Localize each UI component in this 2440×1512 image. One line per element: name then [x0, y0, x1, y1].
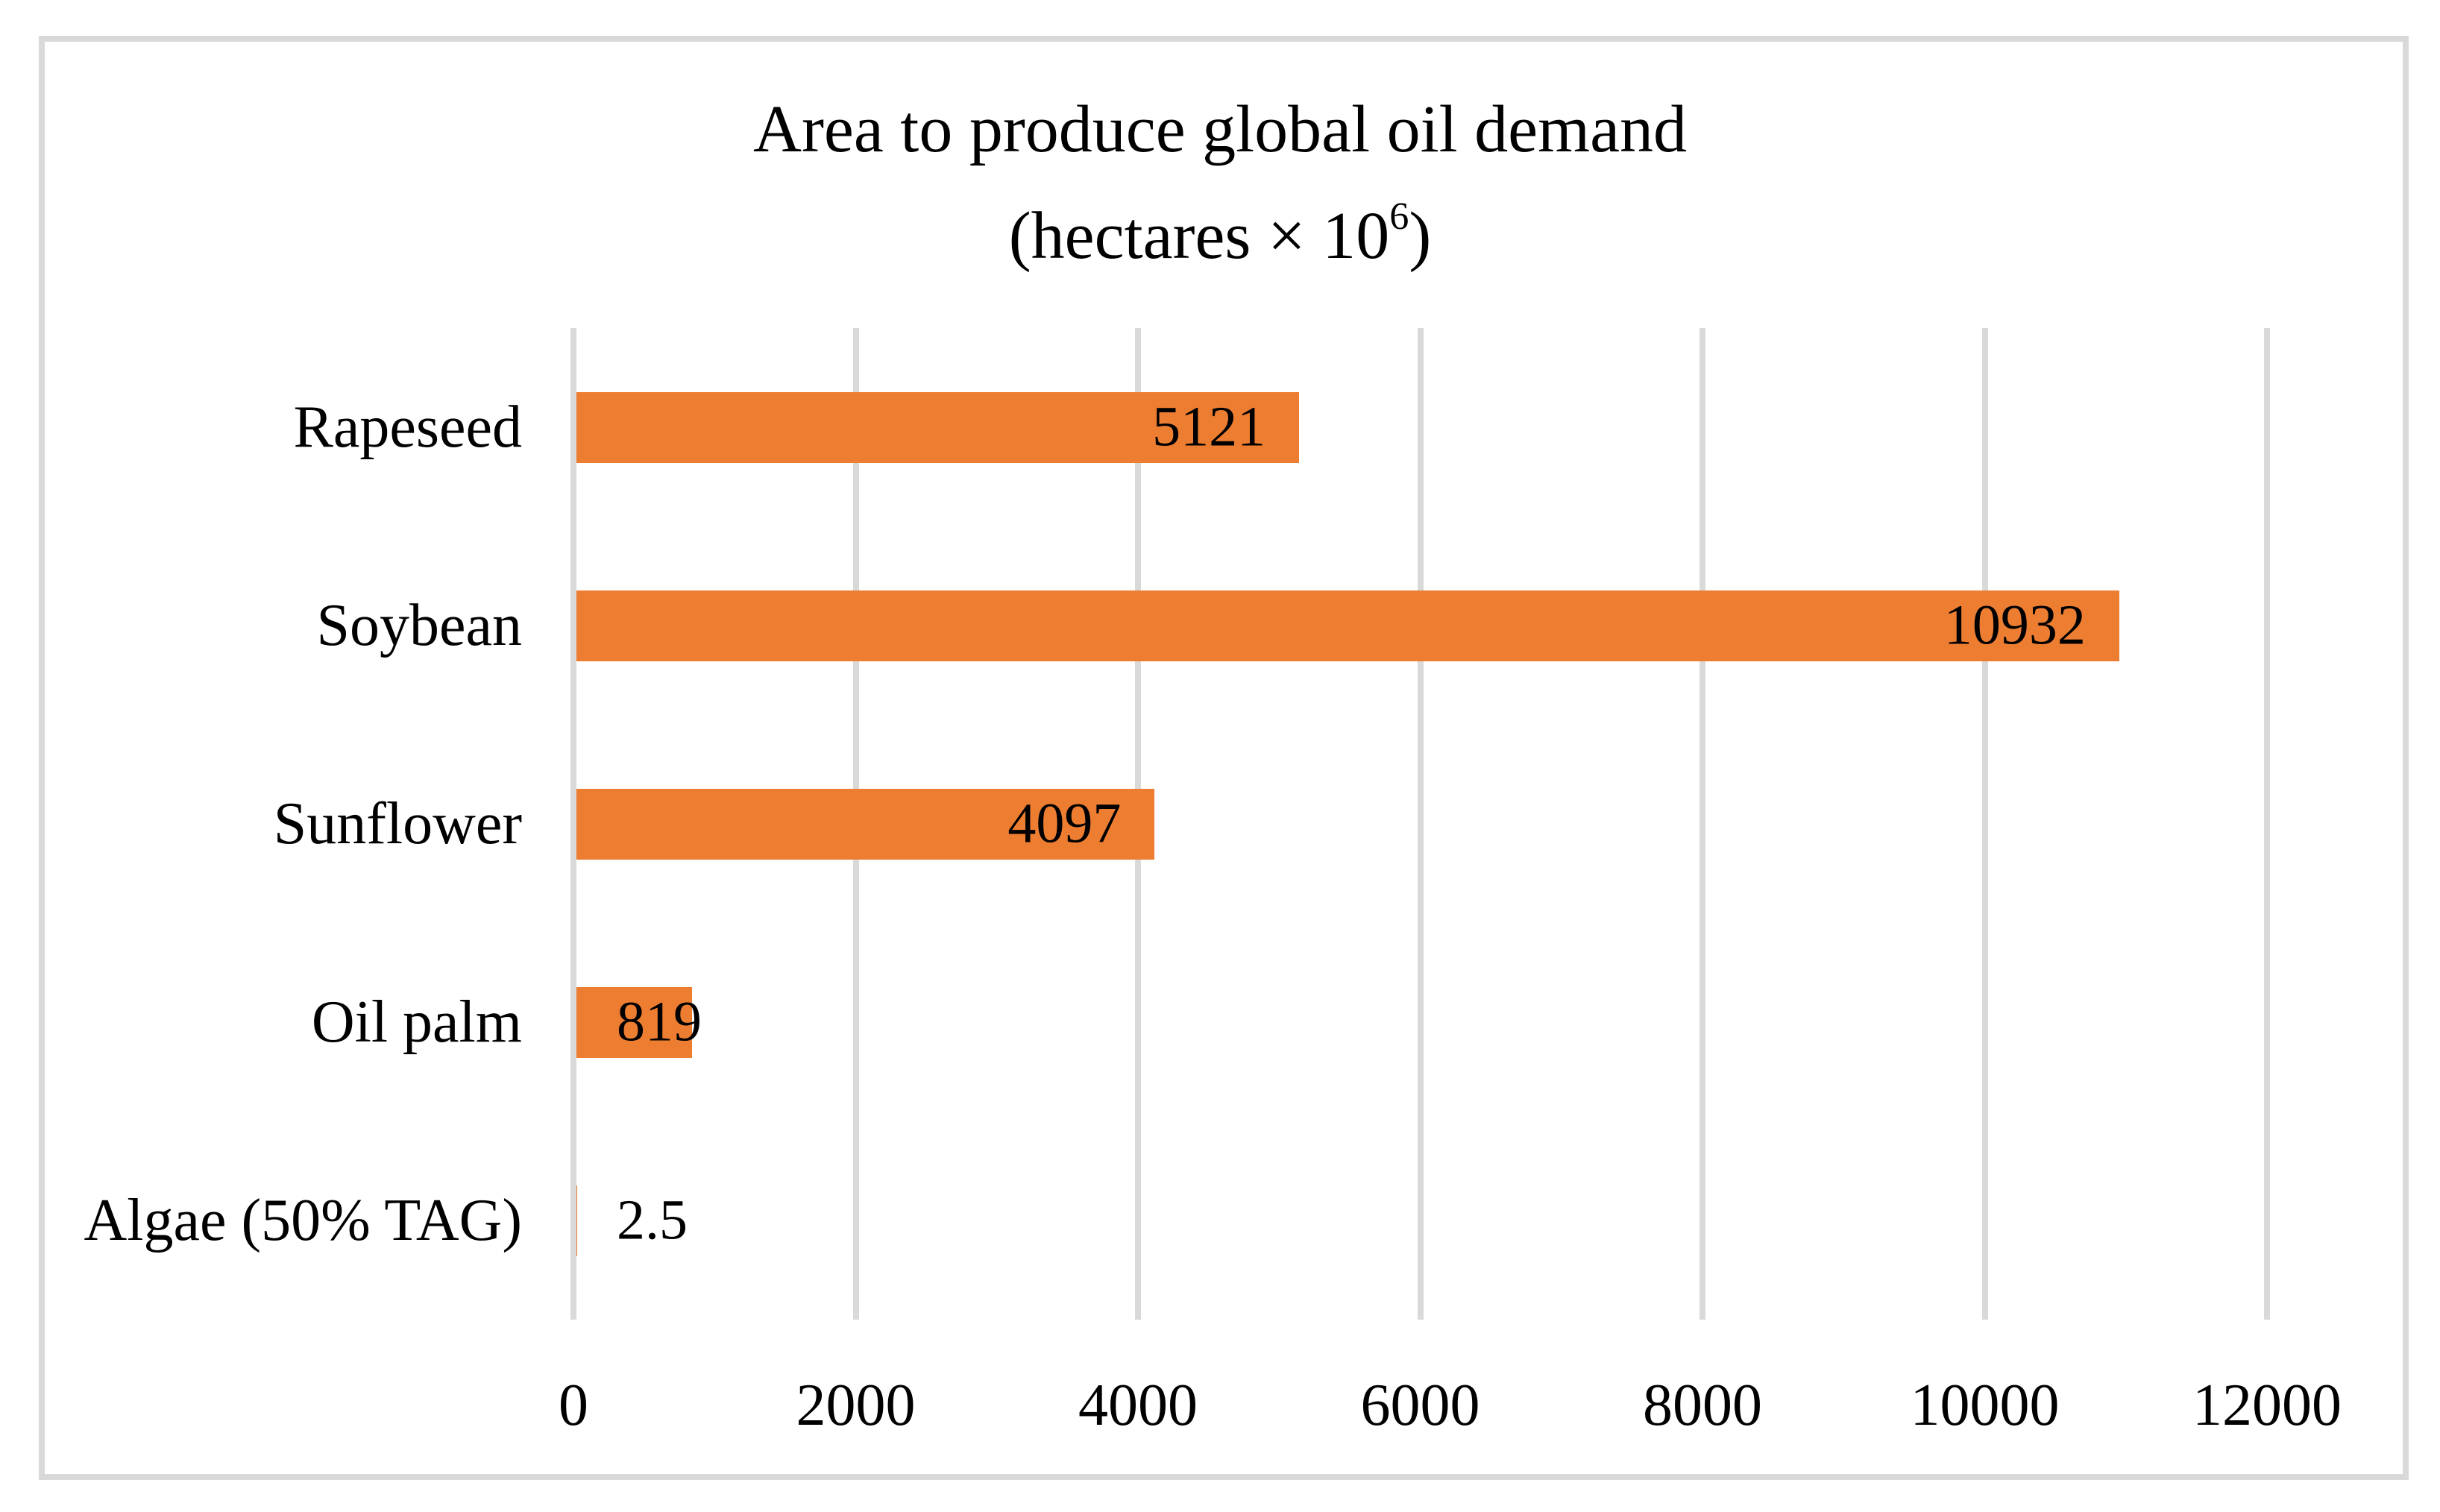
category-label-oil-palm: Oil palm — [311, 989, 522, 1055]
subtitle-suffix: ) — [1409, 199, 1432, 273]
chart-title-line2: (hectares × 106) — [0, 176, 2440, 283]
x-axis-tick-label: 4000 — [1078, 1373, 1198, 1438]
category-label-sunflower: Sunflower — [273, 790, 522, 857]
data-label-algae-50-tag: 2.5 — [617, 1188, 688, 1252]
chart-title-line1: Area to produce global oil demand — [752, 92, 1688, 166]
x-axis-tick-label: 8000 — [1643, 1373, 1762, 1438]
gridline-x-12000 — [2264, 328, 2270, 1320]
x-axis-tick-label: 10000 — [1910, 1373, 2060, 1438]
chart-border — [39, 36, 2409, 1480]
bar-rapeseed — [576, 391, 1300, 463]
bar-sunflower — [576, 788, 1155, 860]
chart-title: Area to produce global oil demand (hecta… — [0, 84, 2440, 283]
x-axis-tick-label: 0 — [559, 1373, 588, 1438]
category-label-rapeseed: Rapeseed — [293, 394, 522, 460]
x-axis-tick-label: 12000 — [2192, 1373, 2342, 1438]
category-label-algae-50-tag: Algae (50% TAG) — [84, 1187, 523, 1253]
category-label-soybean: Soybean — [316, 592, 522, 658]
data-label-oil-palm: 819 — [617, 990, 702, 1053]
subtitle-prefix: (hectares × 10 — [1008, 199, 1390, 273]
subtitle-superscript: 6 — [1389, 195, 1409, 239]
data-label-rapeseed: 5121 — [1152, 395, 1266, 459]
gridline-x-6000 — [1417, 328, 1424, 1320]
bar-oil-palm — [576, 986, 692, 1058]
data-label-sunflower: 4097 — [1007, 792, 1122, 855]
x-axis-tick-label: 6000 — [1360, 1373, 1480, 1438]
gridline-x-8000 — [1699, 328, 1705, 1320]
gridline-x-0 — [570, 328, 576, 1320]
data-label-soybean: 10932 — [1943, 593, 2086, 657]
x-axis-tick-label: 2000 — [796, 1373, 916, 1438]
bar-soybean — [576, 590, 2119, 661]
gridline-x-10000 — [1981, 328, 1988, 1320]
